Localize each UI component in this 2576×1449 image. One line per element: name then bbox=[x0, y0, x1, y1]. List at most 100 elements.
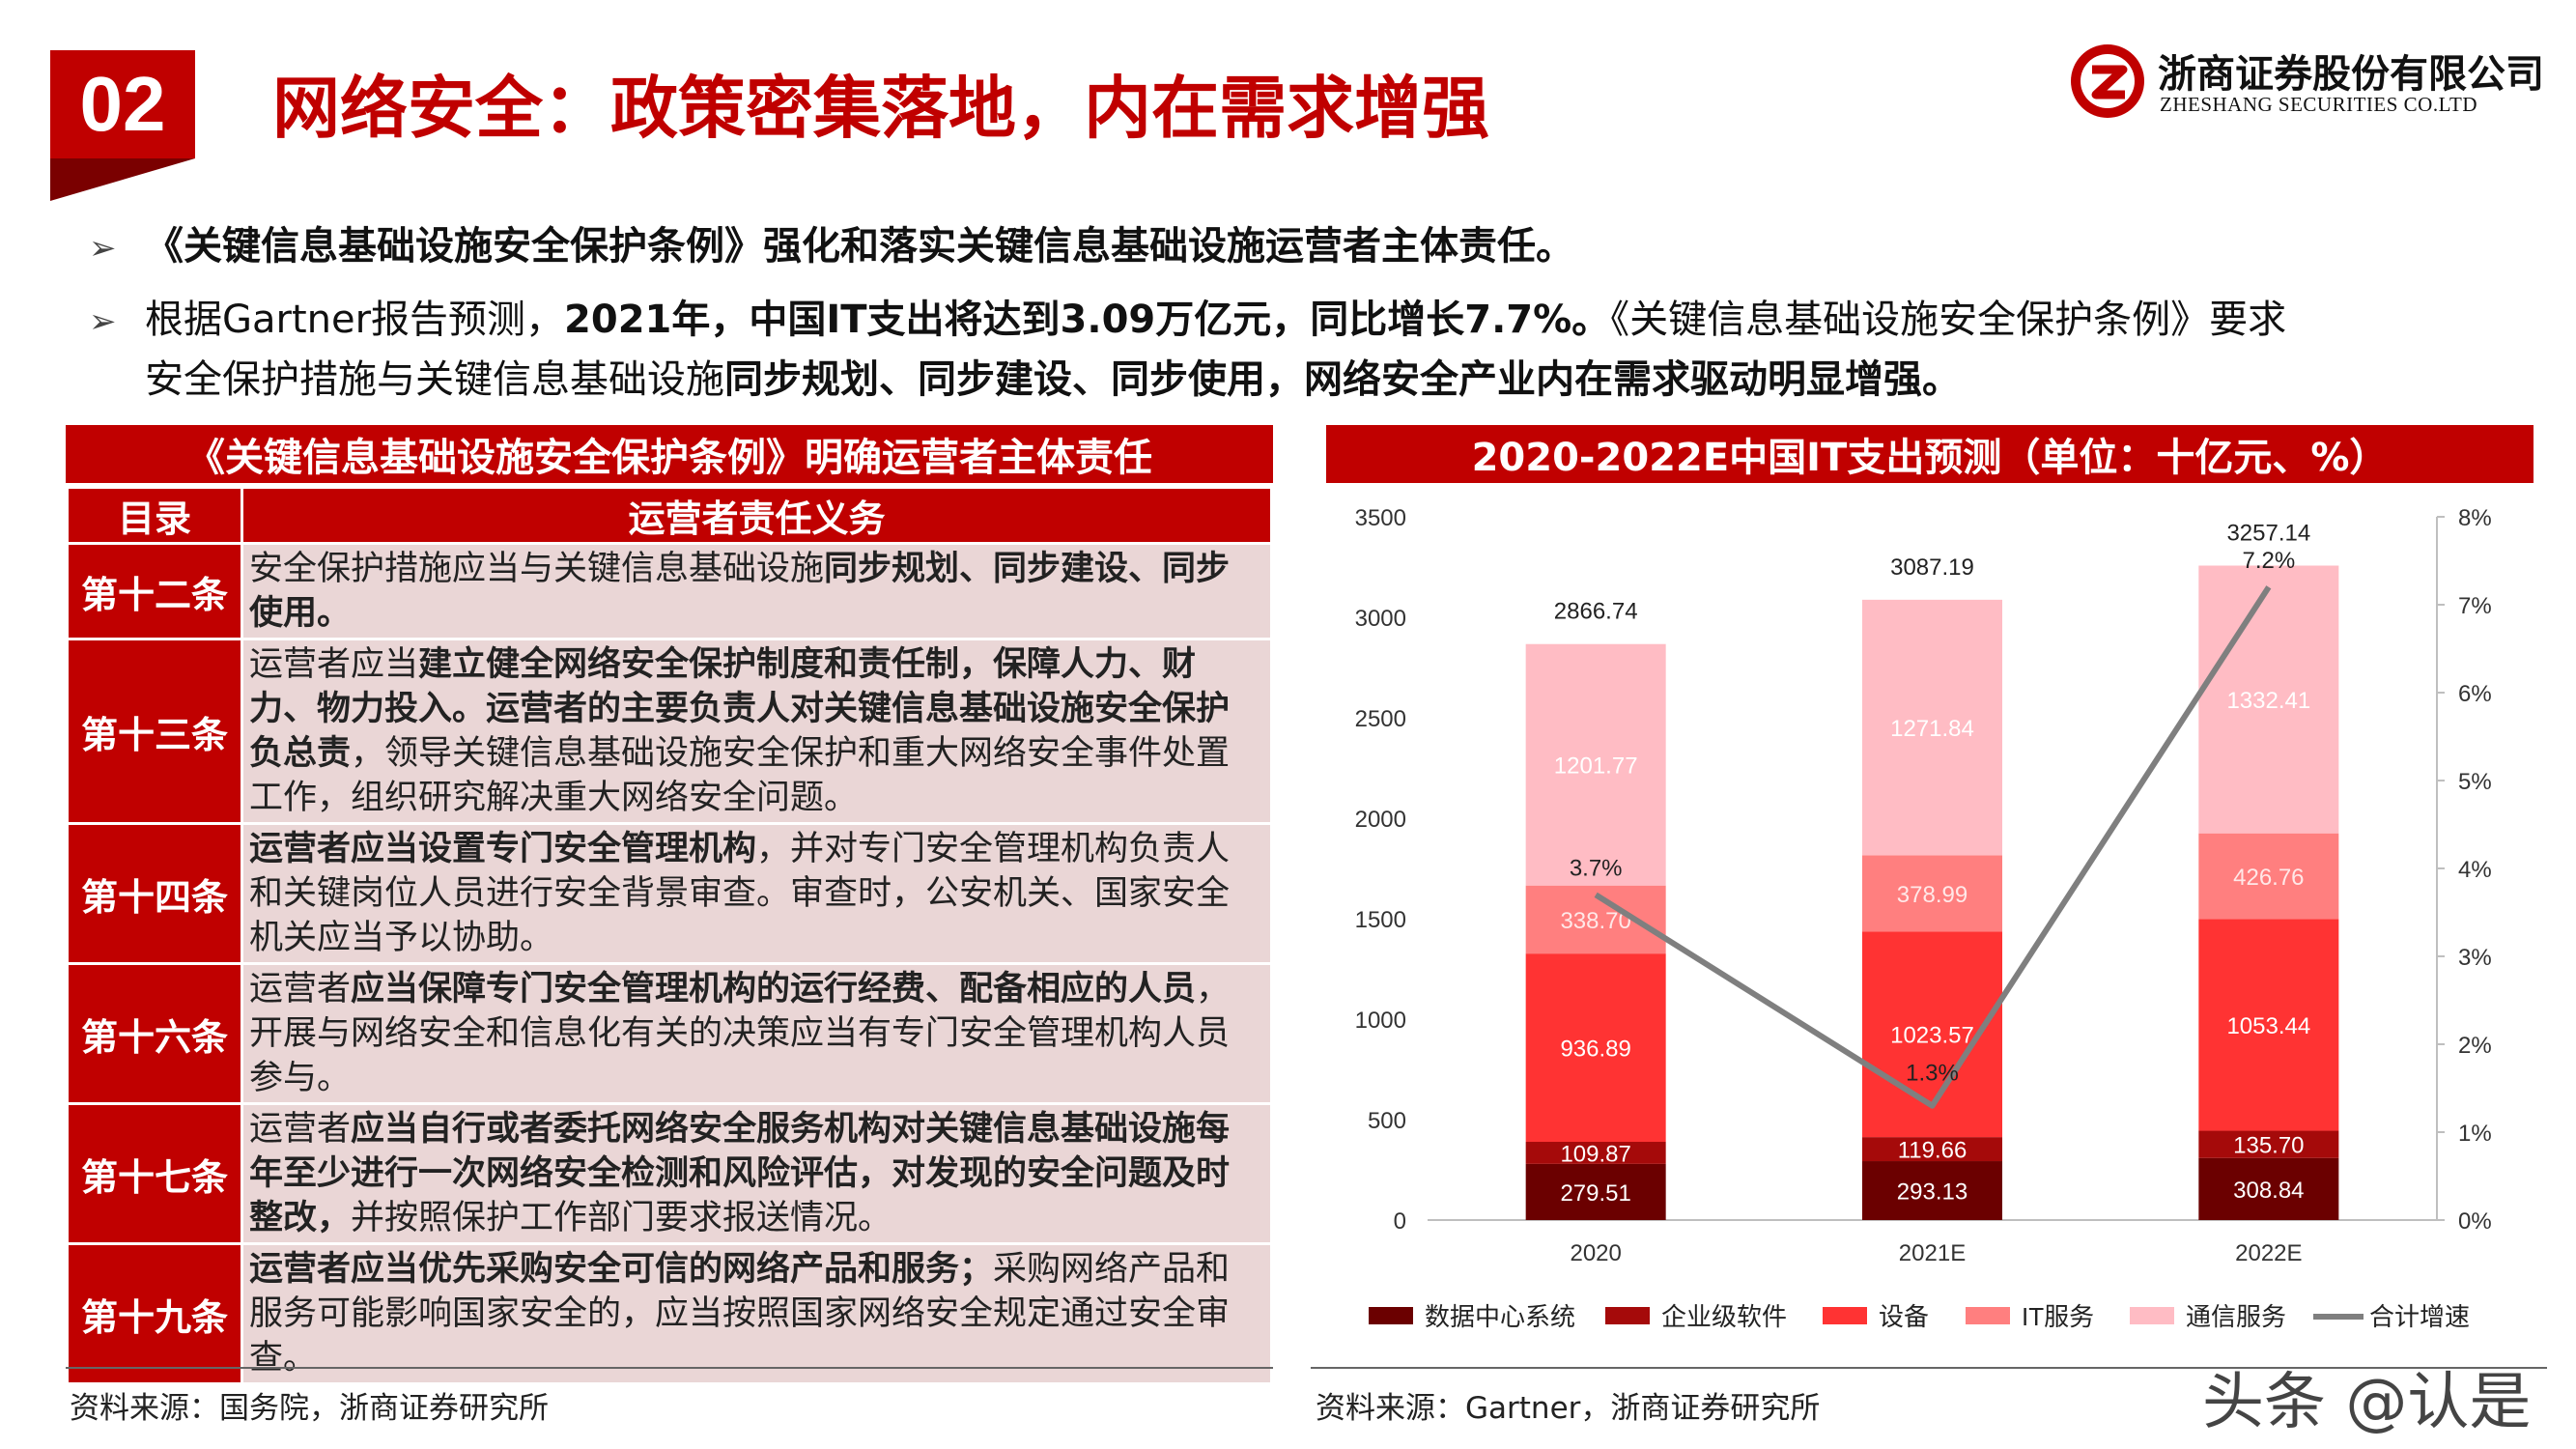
legend-swatch bbox=[2130, 1307, 2174, 1324]
y-tick-label: 1000 bbox=[1355, 1008, 1406, 1034]
legend-label: IT服务 bbox=[2022, 1302, 2094, 1331]
bar-data-label: 109.87 bbox=[1560, 1141, 1630, 1167]
regulation-table: 目录 运营者责任义务 第十二条 安全保护措施应当与关键信息基础设施同步规划、同步建… bbox=[66, 486, 1273, 1385]
bar-data-label: 279.51 bbox=[1560, 1180, 1630, 1207]
duty-text: 并按照保护工作部门要求报送情况。 bbox=[351, 1199, 892, 1237]
duty-cell: 运营者应当建立健全网络安全保护制度和责任制，保障人力、财力、物力投入。运营者的主… bbox=[241, 638, 1273, 825]
bar-data-label: 1053.44 bbox=[2226, 1013, 2310, 1039]
bar-segment bbox=[1525, 1142, 1666, 1164]
right-source-divider bbox=[1311, 1367, 2547, 1369]
y2-tick-label: 6% bbox=[2458, 681, 2492, 707]
bullet-2-line2-text: 安全保护措施与关键信息基础设施 bbox=[145, 357, 724, 402]
y2-tick-label: 5% bbox=[2458, 769, 2492, 795]
legend-label: 企业级软件 bbox=[1661, 1302, 1787, 1331]
article-cell: 第十六条 bbox=[66, 962, 243, 1105]
bar-segment bbox=[1525, 643, 1666, 886]
bullet-arrow-icon: ➢ bbox=[89, 302, 117, 341]
duty-text-bold: 运营者应当优先采购安全可信的网络产品和服务； bbox=[249, 1250, 994, 1289]
bar-data-label: 135.70 bbox=[2233, 1133, 2304, 1159]
growth-data-label: 1.3% bbox=[1906, 1061, 1959, 1087]
duty-cell: 运营者应当设置专门安全管理机构，并对专门安全管理机构负责人和关键岗位人员进行安全… bbox=[241, 822, 1273, 965]
bar-data-label: 1023.57 bbox=[1890, 1023, 1974, 1049]
bar-data-label: 378.99 bbox=[1897, 882, 1967, 908]
zheshang-logo-icon bbox=[2071, 44, 2144, 118]
bar-data-label: 308.84 bbox=[2233, 1178, 2304, 1204]
company-logo: 浙商证券股份有限公司 ZHESHANG SECURITIES CO.LTD bbox=[2067, 39, 2544, 126]
growth-data-label: 7.2% bbox=[2242, 548, 2295, 574]
article-cell: 第十九条 bbox=[66, 1242, 243, 1385]
chart-area: 0 500 1000 1500 2000 2500 3000 3500 0% 1% 2% 3% 4% 5%… bbox=[1326, 483, 2534, 1352]
table-row: 第十九条 运营者应当优先采购安全可信的网络产品和服务；采购网络产品和服务可能影响国… bbox=[66, 1242, 1273, 1385]
bar-segment bbox=[2198, 1157, 2339, 1220]
logo-company-name-cn: 浙商证券股份有限公司 bbox=[2158, 52, 2544, 97]
bullet-2-bold-text: 2021年，中国IT支出将达到3.09万亿元，同比增长7.7%。 bbox=[564, 298, 1611, 342]
page-title: 网络安全：政策密集落地，内在需求增强 bbox=[272, 69, 1489, 148]
bullet-1-text: 强化和落实关键信息基础设施运营者主体责任。 bbox=[763, 224, 1574, 269]
legend-swatch bbox=[1369, 1307, 1413, 1324]
bar-data-label: 1201.77 bbox=[1554, 753, 1638, 780]
x-tick-label: 2022E bbox=[2235, 1240, 2302, 1266]
section-number-badge: 02 bbox=[50, 50, 195, 158]
bar-data-label: 293.13 bbox=[1897, 1179, 1967, 1206]
badge-fold-decoration bbox=[50, 158, 195, 201]
article-cell: 第十三条 bbox=[66, 638, 243, 825]
duty-text: 运营者 bbox=[249, 970, 352, 1009]
duty-text: ，并对专门安全管理机构负责人和关键岗位人员进行安全背景审查。审查时，公安机关、国… bbox=[249, 830, 1231, 957]
y2-tick-label: 3% bbox=[2458, 945, 2492, 971]
duty-text: 采购网络产品和服务可能影响国家安全的，应当按照国家网络安全规定通过安全审查。 bbox=[249, 1250, 1231, 1378]
bullet-2-text-b: 《关键信息基础设施安全保护条例》要求 bbox=[1610, 298, 2287, 342]
bar-segment bbox=[1862, 1161, 2002, 1220]
x-tick-label: 2020 bbox=[1570, 1240, 1621, 1266]
y-tick-label: 2500 bbox=[1355, 706, 1406, 732]
duty-cell: 运营者应当优先采购安全可信的网络产品和服务；采购网络产品和服务可能影响国家安全的… bbox=[241, 1242, 1273, 1385]
bullet-1-bold-text: 《关键信息基础设施安全保护条例》 bbox=[145, 224, 763, 269]
y-tick-label: 1500 bbox=[1355, 907, 1406, 933]
y2-tick-label: 2% bbox=[2458, 1033, 2492, 1059]
col-header-catalog: 目录 bbox=[66, 486, 243, 545]
legend-swatch bbox=[1605, 1307, 1650, 1324]
y-tick-label: 0 bbox=[1394, 1208, 1406, 1235]
duty-cell: 安全保护措施应当与关键信息基础设施同步规划、同步建设、同步使用。 bbox=[241, 542, 1273, 640]
bar-segment bbox=[1862, 855, 2002, 932]
right-panel-title: 2020-2022E中国IT支出预测（单位：十亿元、%） bbox=[1326, 425, 2534, 483]
duty-text: ，领导关键信息基础设施安全保护和重大网络安全事件处置工作，组织研究解决重大网络安… bbox=[249, 734, 1231, 817]
duty-text: ，开展与网络安全和信息化有关的决策应当有专门安全管理机构人员参与。 bbox=[249, 970, 1231, 1097]
bar-data-label: 1332.41 bbox=[2226, 688, 2310, 714]
legend-label: 设备 bbox=[1879, 1302, 1929, 1331]
duty-text-bold: 应当自行或者委托网络安全服务机构对关键信息基础设施每年至少进行一次网络安全检测和… bbox=[249, 1110, 1231, 1237]
y-tick-label: 3000 bbox=[1355, 606, 1406, 632]
duty-text-bold: 同步规划、同步建设、同步使用。 bbox=[249, 550, 1231, 633]
left-source-note: 资料来源：国务院，浙商证券研究所 bbox=[70, 1391, 549, 1426]
y-tick-label: 3500 bbox=[1355, 505, 1406, 531]
bullet-point-2-line-2: 安全保护措施与关键信息基础设施同步规划、同步建设、同步使用，网络安全产业内在需求… bbox=[145, 348, 1961, 404]
table-header-row: 目录 运营者责任义务 bbox=[66, 486, 1273, 545]
legend-swatch bbox=[1823, 1307, 1867, 1324]
bar-data-label: 936.89 bbox=[1560, 1037, 1630, 1063]
table-row: 第十二条 安全保护措施应当与关键信息基础设施同步规划、同步建设、同步使用。 bbox=[66, 542, 1273, 640]
article-cell: 第十四条 bbox=[66, 822, 243, 965]
duty-text-bold: 建立健全网络安全保护制度和责任制，保障人力、财力、物力投入。运营者的主要负责人对… bbox=[249, 645, 1231, 773]
logo-company-name-en: ZHESHANG SECURITIES CO.LTD bbox=[2160, 93, 2477, 116]
col-header-duty: 运营者责任义务 bbox=[241, 486, 1273, 545]
table-row: 第十四条 运营者应当设置专门安全管理机构，并对专门安全管理机构负责人和关键岗位人员… bbox=[66, 822, 1273, 965]
article-cell: 第十七条 bbox=[66, 1102, 243, 1245]
bar-segment bbox=[2198, 833, 2339, 920]
bar-segment bbox=[1525, 1163, 1666, 1220]
watermark: 头条 @认是 bbox=[2202, 1367, 2532, 1438]
bullet-2-line2-bold-text: 同步规划、同步建设、同步使用，网络安全产业内在需求驱动明显增强。 bbox=[724, 357, 1961, 402]
left-panel-title: 《关键信息基础设施安全保护条例》明确运营者主体责任 bbox=[66, 425, 1273, 483]
duty-text-bold: 运营者应当设置专门安全管理机构 bbox=[249, 830, 757, 868]
bar-data-label: 119.66 bbox=[1898, 1138, 1967, 1164]
duty-text: 安全保护措施应当与关键信息基础设施 bbox=[249, 550, 825, 588]
bar-total-label: 3257.14 bbox=[2226, 521, 2310, 547]
x-tick-label: 2021E bbox=[1899, 1240, 1966, 1266]
table-row: 第十六条 运营者应当保障专门安全管理机构的运行经费、配备相应的人员，开展与网络安全… bbox=[66, 962, 1273, 1105]
y-tick-label: 500 bbox=[1368, 1108, 1406, 1134]
duty-text: 运营者 bbox=[249, 1110, 352, 1149]
bar-total-label: 3087.19 bbox=[1890, 554, 1974, 581]
table-row: 第十七条 运营者应当自行或者委托网络安全服务机构对关键信息基础设施每年至少进行一次… bbox=[66, 1102, 1273, 1245]
bar-segment bbox=[2198, 919, 2339, 1131]
duty-text-bold: 应当保障专门安全管理机构的运行经费、配备相应的人员 bbox=[351, 970, 1197, 1009]
article-cell: 第十二条 bbox=[66, 542, 243, 640]
right-source-note: 资料来源：Gartner，浙商证券研究所 bbox=[1316, 1391, 1821, 1426]
